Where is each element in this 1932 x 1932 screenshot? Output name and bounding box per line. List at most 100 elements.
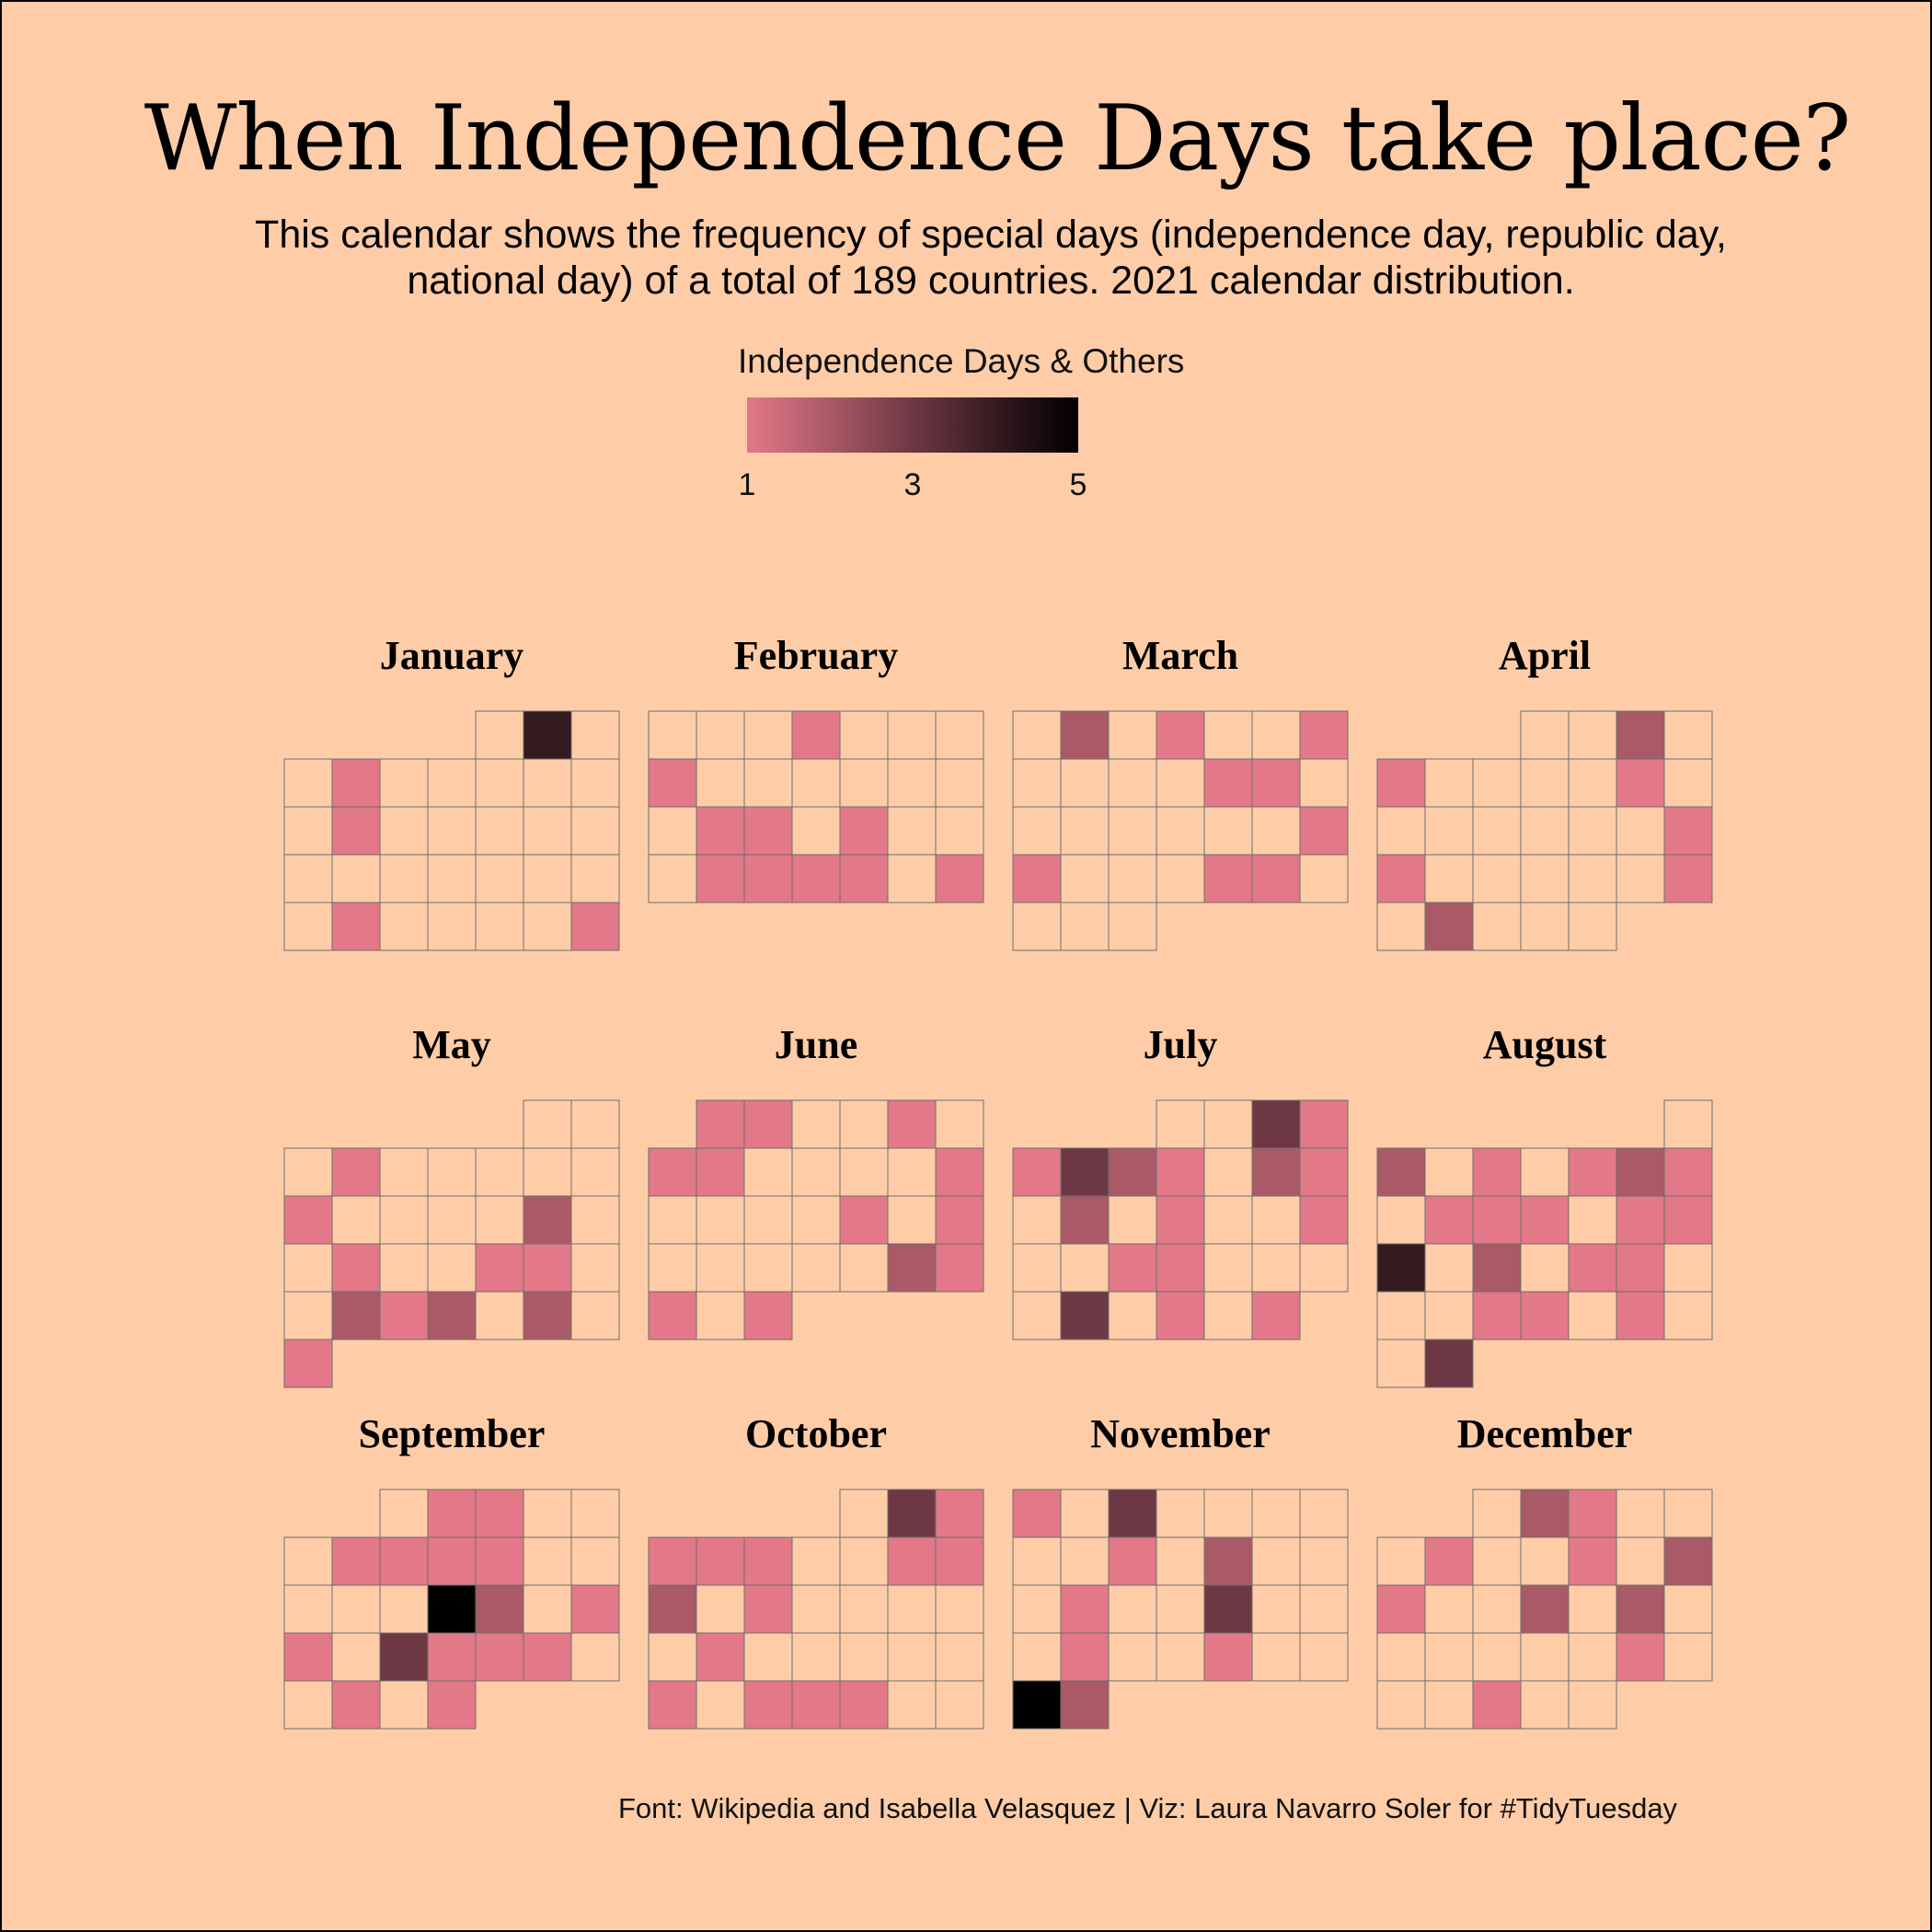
day-cell-january-26: [331, 902, 381, 951]
day-cell-february-26: [839, 854, 889, 903]
day-cell-december-8: [1472, 1536, 1522, 1586]
day-cell-september-28: [331, 1680, 381, 1730]
day-cell-october-15: [839, 1584, 889, 1634]
day-cell-april-3: [1616, 710, 1665, 760]
day-cell-april-16: [1568, 806, 1617, 856]
day-cell-october-21: [791, 1632, 841, 1682]
month-title-october: October: [745, 1411, 887, 1456]
day-cell-november-10: [1108, 1536, 1157, 1586]
day-cell-november-18: [1156, 1584, 1205, 1634]
legend-tick-1: 1: [738, 467, 756, 502]
day-cell-october-7: [791, 1536, 841, 1586]
day-cell-january-3: [570, 710, 620, 760]
day-cell-august-22: [1663, 1243, 1713, 1293]
day-cell-march-29: [1012, 902, 1062, 951]
month-title-september: September: [359, 1411, 546, 1456]
day-cell-november-20: [1251, 1584, 1301, 1634]
day-cell-march-15: [1012, 806, 1062, 856]
day-cell-march-13: [1251, 758, 1301, 808]
day-cell-september-8: [379, 1536, 429, 1586]
day-cell-august-30: [1376, 1339, 1426, 1388]
day-cell-august-21: [1616, 1243, 1665, 1293]
day-cell-january-23: [523, 854, 572, 903]
day-cell-november-7: [1299, 1489, 1349, 1538]
day-cell-october-23: [887, 1632, 937, 1682]
day-cell-march-16: [1060, 806, 1110, 856]
day-cell-november-3: [1108, 1489, 1157, 1538]
day-cell-may-21: [475, 1243, 524, 1293]
day-cell-march-14: [1299, 758, 1349, 808]
day-cell-november-16: [1060, 1584, 1110, 1634]
day-cell-september-7: [331, 1536, 381, 1586]
day-cell-january-14: [427, 806, 477, 856]
day-cell-april-2: [1568, 710, 1617, 760]
day-cell-september-15: [379, 1584, 429, 1634]
day-cell-february-23: [696, 854, 745, 903]
day-cell-august-1: [1663, 1099, 1713, 1149]
day-cell-december-9: [1520, 1536, 1570, 1586]
day-cell-july-21: [1108, 1243, 1157, 1293]
day-cell-november-4: [1156, 1489, 1205, 1538]
day-cell-august-8: [1663, 1147, 1713, 1197]
day-cell-may-10: [283, 1195, 333, 1245]
month-july: July: [1012, 1022, 1349, 1340]
day-cell-july-26: [1012, 1291, 1062, 1340]
day-cell-april-13: [1424, 806, 1474, 856]
day-cell-june-18: [839, 1195, 889, 1245]
day-cell-january-16: [523, 806, 572, 856]
day-cell-july-6: [1060, 1147, 1110, 1197]
day-cell-october-29: [839, 1680, 889, 1730]
day-cell-may-18: [331, 1243, 381, 1293]
day-cell-july-20: [1060, 1243, 1110, 1293]
day-cell-august-25: [1472, 1291, 1522, 1340]
day-cell-february-14: [935, 758, 984, 808]
month-january: January: [283, 633, 620, 951]
day-cell-april-29: [1520, 902, 1570, 951]
month-december: December: [1376, 1411, 1713, 1730]
day-cell-november-22: [1012, 1632, 1062, 1682]
day-cell-january-20: [379, 854, 429, 903]
day-cell-august-6: [1568, 1147, 1617, 1197]
month-title-january: January: [380, 633, 523, 678]
day-cell-september-9: [427, 1536, 477, 1586]
day-cell-may-16: [570, 1195, 620, 1245]
day-cell-february-15: [648, 806, 697, 856]
day-cell-december-2: [1520, 1489, 1570, 1538]
day-cell-december-13: [1376, 1584, 1426, 1634]
day-cell-august-16: [1376, 1243, 1426, 1293]
day-cell-september-27: [283, 1680, 333, 1730]
day-cell-april-7: [1472, 758, 1522, 808]
day-cell-june-27: [935, 1243, 984, 1293]
day-cell-march-23: [1060, 854, 1110, 903]
day-cell-april-24: [1616, 854, 1665, 903]
day-cell-march-26: [1203, 854, 1253, 903]
day-cell-november-6: [1251, 1489, 1301, 1538]
day-cell-january-28: [427, 902, 477, 951]
day-cell-december-28: [1424, 1680, 1474, 1730]
day-cell-april-21: [1472, 854, 1522, 903]
day-cell-october-6: [743, 1536, 793, 1586]
day-cell-april-19: [1376, 854, 1426, 903]
day-cell-february-16: [696, 806, 745, 856]
day-cell-march-2: [1060, 710, 1110, 760]
day-cell-july-27: [1060, 1291, 1110, 1340]
day-cell-december-20: [1376, 1632, 1426, 1682]
month-title-december: December: [1457, 1411, 1633, 1456]
day-cell-july-3: [1251, 1099, 1301, 1149]
day-cell-may-8: [523, 1147, 572, 1197]
day-cell-june-29: [696, 1291, 745, 1340]
day-cell-january-15: [475, 806, 524, 856]
day-cell-december-15: [1472, 1584, 1522, 1634]
day-cell-january-5: [331, 758, 381, 808]
day-cell-october-20: [743, 1632, 793, 1682]
day-cell-july-25: [1299, 1243, 1349, 1293]
day-cell-may-24: [283, 1291, 333, 1340]
day-cell-december-27: [1376, 1680, 1426, 1730]
day-cell-may-4: [331, 1147, 381, 1197]
day-cell-august-9: [1376, 1195, 1426, 1245]
day-cell-march-8: [1012, 758, 1062, 808]
day-cell-april-6: [1424, 758, 1474, 808]
day-cell-november-12: [1203, 1536, 1253, 1586]
day-cell-march-12: [1203, 758, 1253, 808]
day-cell-september-10: [475, 1536, 524, 1586]
